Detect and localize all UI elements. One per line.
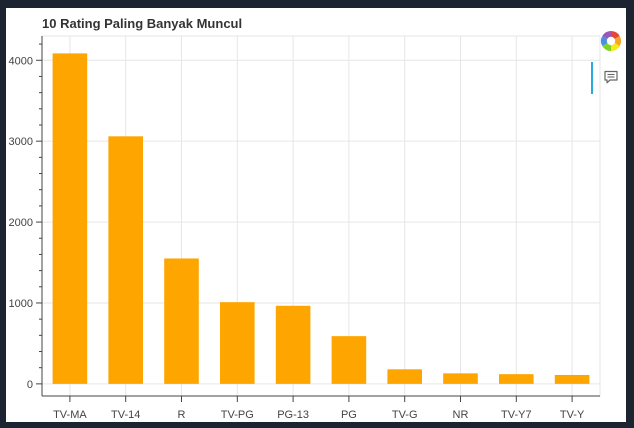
y-tick-labels: 0 1000 2000 3000 4000: [9, 55, 33, 391]
bar-tv-14: [108, 136, 143, 384]
bar-tv-g: [387, 369, 422, 384]
bar-tv-y7: [499, 374, 534, 384]
bar-pg: [331, 336, 367, 384]
bar-nr: [443, 373, 478, 384]
x-tick-label: PG-13: [277, 409, 309, 421]
y-tick-label: 1000: [9, 298, 33, 310]
chart-panel: 10 Rating Paling Banyak Muncul 0 1000 2000…: [6, 8, 626, 422]
x-tick-label: TV-Y7: [501, 409, 532, 421]
x-tick-label: NR: [453, 409, 469, 421]
bar-chart: 10 Rating Paling Banyak Muncul 0 1000 2000…: [9, 16, 601, 421]
x-tick-label: TV-14: [111, 409, 140, 421]
y-tick-label: 2000: [9, 217, 33, 229]
x-tick-label: PG: [341, 409, 357, 421]
x-tick-label: TV-Y: [560, 409, 585, 421]
bar-tv-y: [554, 374, 590, 384]
y-tick-label: 3000: [9, 136, 33, 148]
axes: [36, 36, 600, 402]
x-tick-label: TV-PG: [221, 409, 254, 421]
x-tick-label: TV-MA: [53, 409, 87, 421]
bar-tv-ma: [52, 53, 88, 384]
chart-toolbar: [591, 28, 624, 98]
x-tick-label: R: [178, 409, 186, 421]
bar-pg-13: [275, 305, 311, 384]
y-tick-label: 0: [27, 379, 33, 391]
bars: [52, 53, 590, 384]
active-tool-indicator: [591, 62, 593, 94]
bokeh-logo-icon[interactable]: [598, 28, 624, 54]
bar-r: [164, 258, 199, 384]
y-tick-label: 4000: [9, 55, 33, 67]
x-tick-label: TV-G: [392, 409, 418, 421]
bar-tv-pg: [220, 302, 255, 384]
hover-tooltip-icon[interactable]: [598, 64, 624, 90]
x-tick-labels: TV-MA TV-14 R TV-PG PG-13 PG TV-G NR TV-Y7 TV-Y: [53, 409, 585, 421]
chart-title: 10 Rating Paling Banyak Muncul: [42, 16, 242, 31]
